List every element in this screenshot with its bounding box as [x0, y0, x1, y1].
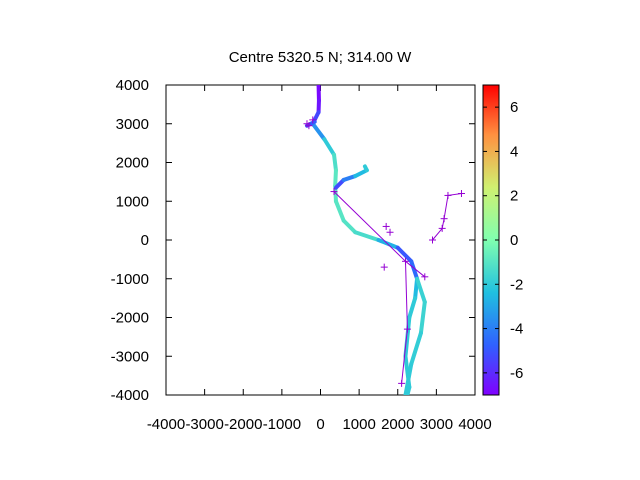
track-segment: [407, 296, 418, 320]
marker-point: [444, 191, 452, 199]
marker-point: [401, 257, 409, 265]
y-tick-label: -3000: [111, 348, 149, 365]
marker-point: [380, 263, 388, 271]
y-tick-label: -2000: [111, 310, 149, 327]
track-branch-segment: [341, 174, 358, 182]
marker-point: [386, 228, 394, 236]
x-tick-label: -3000: [185, 416, 223, 433]
track-segment: [353, 230, 381, 242]
marker-point: [382, 222, 390, 230]
track-segment: [409, 259, 420, 281]
track-segment: [403, 315, 412, 359]
y-tick-label: -1000: [111, 271, 149, 288]
track-segment: [395, 245, 414, 264]
marker-line: [333, 191, 408, 384]
colorbar-tick-label: 6: [510, 99, 518, 116]
x-tick-label: 2000: [381, 416, 414, 433]
x-tick-label: -1000: [263, 416, 301, 433]
colorbar-tick-label: -4: [510, 321, 523, 338]
marker-point: [438, 224, 446, 232]
track-branch-segment: [415, 276, 427, 304]
track-segment: [333, 199, 346, 223]
colorbar-tick-label: 0: [510, 232, 518, 249]
track-segment: [310, 121, 327, 142]
colorbar-tick-label: 4: [510, 143, 518, 160]
y-tick-label: -4000: [111, 387, 149, 404]
track-branch-segment: [418, 300, 427, 335]
marker-point: [421, 273, 429, 281]
track-branch-segment: [409, 331, 423, 366]
x-tick-label: 3000: [420, 416, 453, 433]
marker-point: [330, 188, 338, 196]
track-segment: [332, 152, 338, 173]
y-axis: -4000 -3000 -2000 -1000 0 1000 2000 3000 4000: [111, 77, 475, 404]
marker-line: [432, 193, 462, 241]
x-tick-label: -4000: [147, 416, 185, 433]
y-tick-label: 1000: [116, 193, 149, 210]
marker-line: [405, 260, 426, 278]
marker-point: [398, 379, 406, 387]
track-segment: [341, 218, 358, 235]
y-tick-label: 4000: [116, 77, 149, 94]
marker-point: [457, 190, 465, 197]
chart-title: Centre 5320.5 N; 314.00 W: [229, 49, 412, 66]
track-layer: [304, 85, 427, 395]
x-tick-label: 0: [316, 416, 324, 433]
y-tick-label: 0: [141, 232, 149, 249]
marker-point: [440, 215, 448, 223]
track-branch-segment: [403, 362, 414, 395]
x-tick-label: 4000: [458, 416, 491, 433]
marker-point: [303, 120, 311, 128]
marker-layer: [303, 116, 465, 387]
colorbar-tick-label: -2: [510, 276, 523, 293]
track-branch-segment: [362, 164, 369, 173]
y-tick-label: 2000: [116, 155, 149, 172]
marker-point: [309, 116, 317, 124]
colorbar-tick-label: 2: [510, 188, 518, 205]
track-segment: [322, 137, 337, 157]
colorbar-tick-label: -6: [510, 365, 523, 382]
marker-point: [429, 236, 437, 244]
colorbar-axis: -6 -4 -2 0 2 4 6: [483, 99, 523, 382]
y-tick-label: 3000: [116, 116, 149, 133]
x-axis: -4000 -3000 -2000 -1000 0 1000 2000 3000 4000: [147, 85, 492, 433]
x-tick-label: 1000: [342, 416, 375, 433]
marker-point: [403, 325, 411, 333]
track-branch-segment: [353, 168, 369, 179]
track-segment: [333, 168, 338, 188]
x-tick-label: -2000: [224, 416, 262, 433]
